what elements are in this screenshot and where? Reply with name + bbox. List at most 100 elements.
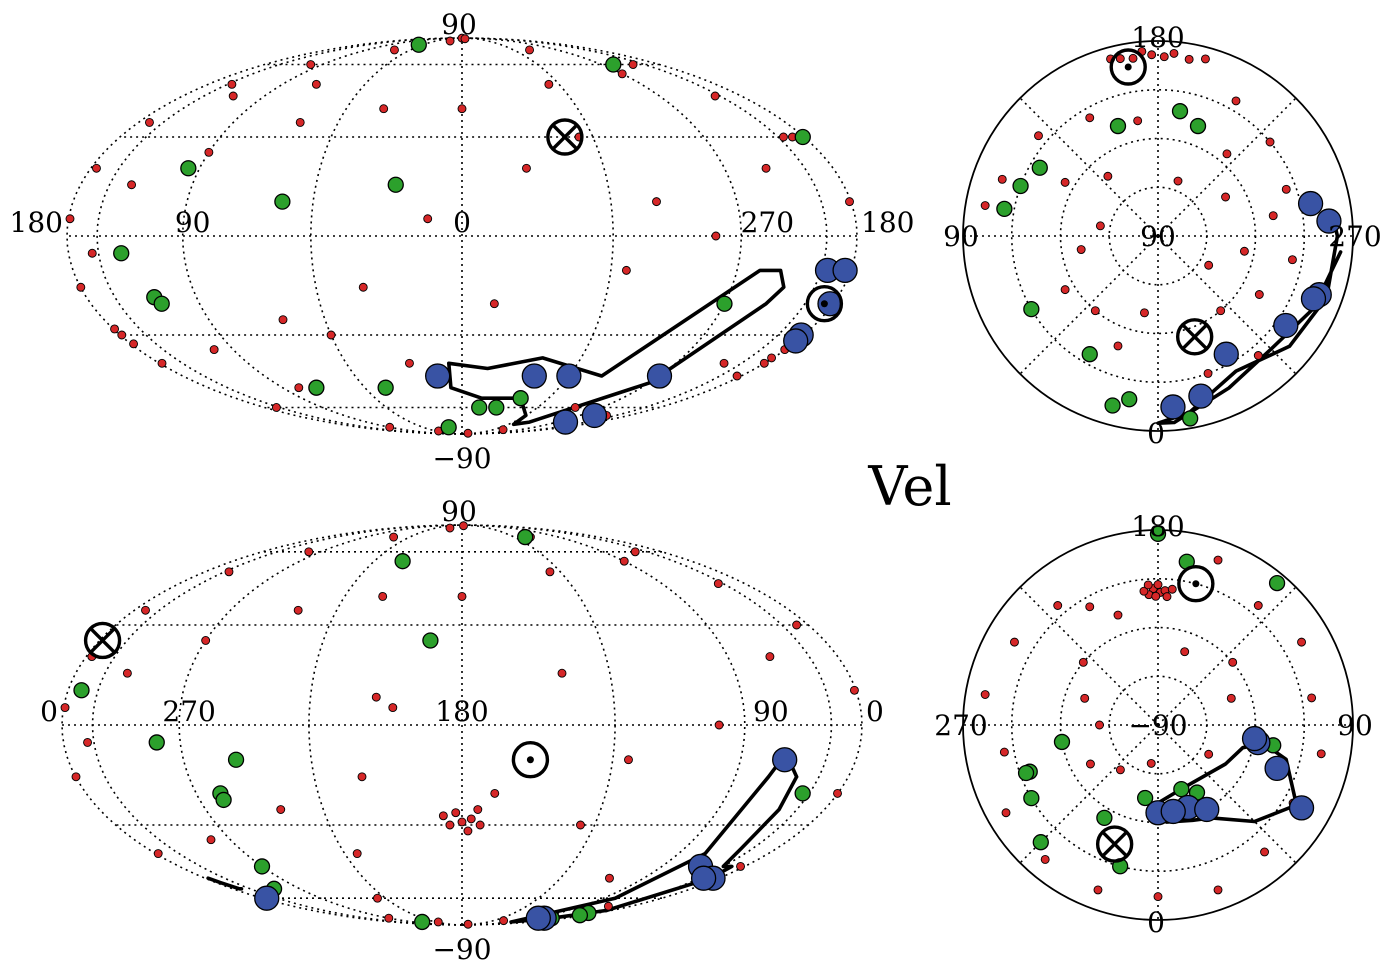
blue-point <box>1188 383 1214 409</box>
red-point <box>1200 54 1210 64</box>
red-point <box>385 422 395 432</box>
red-point <box>652 197 661 207</box>
center-tick-label: 90 <box>1140 220 1176 253</box>
red-point <box>713 579 723 589</box>
polar-panel-bottom: 180 270 90 0 −90 <box>934 510 1373 939</box>
green-point <box>440 419 457 436</box>
red-point <box>544 79 554 89</box>
green-point <box>996 200 1013 218</box>
red-point <box>1159 52 1169 62</box>
green-point <box>148 734 165 751</box>
red-point <box>389 532 399 542</box>
red-point <box>463 428 473 438</box>
red-point <box>628 60 638 69</box>
red-point <box>294 383 304 393</box>
angle-tick-label: 270 <box>1328 220 1381 253</box>
red-point <box>445 820 455 830</box>
red-point <box>204 147 214 157</box>
lon-tick-label: 0 <box>453 206 471 239</box>
polar-spoke-gridline <box>1157 235 1297 375</box>
red-point <box>570 403 580 412</box>
green-point <box>794 128 811 146</box>
blue-point <box>1160 394 1186 420</box>
red-point <box>457 104 467 114</box>
red-point <box>1281 184 1291 194</box>
red-point <box>1139 586 1149 596</box>
red-point <box>83 737 93 747</box>
red-point <box>295 117 305 127</box>
red-point <box>1090 306 1100 316</box>
red-point <box>145 117 154 127</box>
blue-point <box>690 865 717 891</box>
red-point <box>1128 53 1138 63</box>
red-point <box>378 591 388 601</box>
red-point <box>326 330 336 340</box>
meridian-gridline <box>96 37 463 435</box>
red-point <box>445 36 455 46</box>
green-point <box>377 379 394 396</box>
red-point <box>1213 555 1223 565</box>
red-point <box>1253 601 1263 610</box>
meridian-gridline <box>461 37 743 435</box>
cross-circle-marker-stroke <box>1182 324 1207 349</box>
red-point <box>1231 96 1241 106</box>
red-point <box>473 805 483 814</box>
red-point <box>1151 591 1161 601</box>
red-point <box>352 849 362 859</box>
red-point <box>228 91 238 101</box>
red-point <box>714 720 724 730</box>
red-point <box>545 567 555 577</box>
red-point <box>765 652 775 662</box>
red-point <box>576 820 585 830</box>
red-point <box>630 547 640 557</box>
center-tick-label: −90 <box>1128 709 1187 742</box>
green-point <box>1136 789 1154 807</box>
green-point <box>422 632 439 649</box>
red-point <box>1316 749 1326 759</box>
green-point <box>73 682 90 699</box>
red-point <box>1093 885 1103 895</box>
green-point <box>394 553 411 570</box>
green-point <box>387 176 404 193</box>
aitoff-panel-top: 180 90 0 270 180 90 −90 <box>10 8 915 475</box>
red-point <box>980 201 990 210</box>
red-point <box>732 371 742 381</box>
green-point <box>1189 117 1207 135</box>
red-point <box>1085 602 1095 612</box>
green-point <box>1268 574 1286 592</box>
red-point <box>1287 255 1297 265</box>
red-point <box>1113 610 1123 620</box>
red-point <box>557 668 567 678</box>
green-point <box>1104 397 1121 414</box>
blue-point <box>521 363 547 389</box>
green-point <box>794 785 811 802</box>
red-point <box>1226 693 1236 703</box>
red-point <box>92 163 101 173</box>
red-point <box>304 547 314 557</box>
green-point <box>716 295 733 312</box>
red-point <box>466 814 476 824</box>
green-point <box>512 390 529 407</box>
red-point <box>619 556 629 566</box>
red-point <box>122 668 132 678</box>
red-point <box>1265 137 1275 147</box>
red-point <box>1115 54 1125 64</box>
angle-tick-label: 180 <box>1131 21 1184 54</box>
red-point <box>384 913 394 923</box>
red-point <box>390 45 399 55</box>
blue-point <box>1213 341 1239 367</box>
polar-spoke-gridline <box>1157 724 1297 864</box>
red-point <box>1010 637 1019 647</box>
red-point <box>1133 116 1143 126</box>
aitoff-panel-bottom: 0 270 180 90 0 90 −90 <box>40 495 884 966</box>
cross-circle-marker <box>83 621 122 660</box>
green-point <box>517 528 534 546</box>
red-point <box>76 282 86 292</box>
red-point <box>405 358 414 368</box>
red-point <box>1140 308 1149 318</box>
red-point <box>1260 847 1269 857</box>
angle-tick-label: 0 <box>1147 906 1165 939</box>
red-point <box>1113 341 1123 351</box>
red-point <box>87 248 97 258</box>
red-point <box>227 79 237 89</box>
